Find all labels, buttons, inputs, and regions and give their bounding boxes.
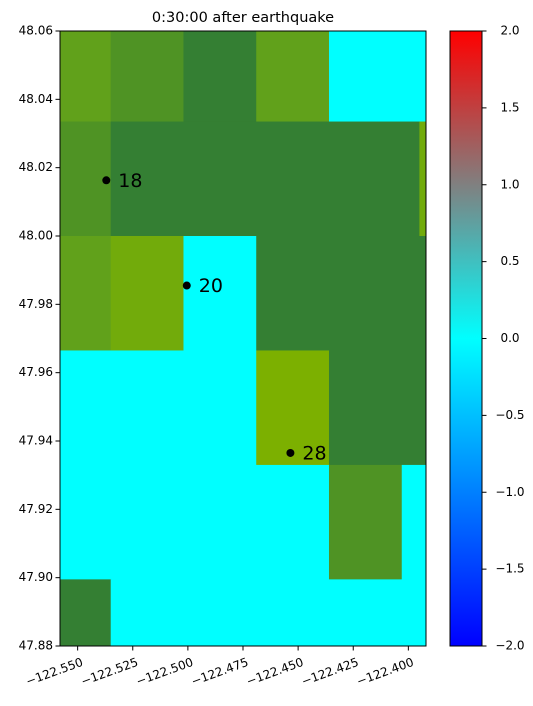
station-marker — [182, 281, 191, 290]
x-tick-label: −122.400 — [355, 655, 416, 689]
x-tick-label: −122.450 — [244, 655, 305, 689]
heatmap-cells — [60, 31, 426, 646]
y-tick-label: 47.94 — [19, 434, 53, 448]
station-marker — [286, 448, 295, 457]
y-tick-label: 48.06 — [19, 24, 53, 38]
x-tick-label: −122.500 — [134, 655, 195, 689]
colorbar-tick-label: −2.0 — [495, 639, 524, 653]
heatmap-cell — [328, 464, 403, 580]
heatmap-cell — [256, 350, 330, 466]
heatmap-cell — [256, 31, 330, 123]
y-tick-label: 47.92 — [19, 502, 53, 516]
colorbar-tick-label: −1.5 — [495, 562, 524, 576]
x-axis: −122.550−122.525−122.500−122.475−122.450… — [24, 646, 416, 689]
y-axis: 47.88 47.90 47.92 47.94 47.96 47.98 48.00 48.02… — [19, 24, 60, 653]
x-tick-label: −122.525 — [79, 655, 140, 689]
y-tick-label: 47.98 — [19, 297, 53, 311]
heatmap-cell — [110, 121, 420, 237]
y-tick-label: 47.90 — [19, 570, 53, 584]
y-tick-label: 47.96 — [19, 365, 53, 379]
heatmap-cell — [110, 236, 185, 352]
heatmap-cell — [183, 31, 257, 123]
station-label: 28 — [302, 442, 326, 464]
heatmap-cell — [60, 236, 112, 352]
colorbar-tick-label: 1.0 — [500, 177, 519, 191]
y-tick-label: 48.02 — [19, 160, 53, 174]
station-marker — [102, 176, 111, 185]
heatmap-cell — [60, 31, 112, 123]
colorbar-tick-label: −1.0 — [495, 485, 524, 499]
heatmap-cell — [110, 31, 185, 123]
y-tick-label: 48.04 — [19, 92, 53, 106]
heatmap-cell — [60, 579, 112, 646]
colorbar-tick-label: 0.0 — [500, 331, 519, 345]
chart-title: 0:30:00 after earthquake — [152, 10, 334, 26]
colorbar — [449, 30, 483, 647]
y-tick-label: 48.00 — [19, 229, 53, 243]
station-markers: 18 20 28 — [102, 170, 327, 464]
heatmap-cell — [256, 236, 426, 352]
heatmap-cell — [60, 464, 330, 580]
station-label: 20 — [199, 275, 223, 297]
heatmap-cell — [401, 464, 426, 580]
y-tick-label: 47.88 — [19, 639, 53, 653]
colorbar-tick-label: 0.5 — [500, 254, 519, 268]
heatmap-cell — [419, 121, 426, 237]
heatmap-cell — [110, 579, 426, 646]
colorbar-tick-label: −0.5 — [495, 408, 524, 422]
x-tick-label: −122.425 — [300, 655, 361, 689]
x-tick-label: −122.475 — [189, 655, 250, 689]
heatmap-cell — [328, 350, 426, 466]
heatmap-cell — [328, 31, 426, 123]
colorbar-tick-label: 1.5 — [500, 100, 519, 114]
colorbar-tick-label: 2.0 — [500, 24, 519, 38]
colorbar-axis: −2.0 −1.5 −1.0 −0.5 0.0 0.5 1.0 1.5 2.0 — [482, 24, 525, 653]
heatmap-cell — [183, 236, 257, 352]
x-tick-label: −122.550 — [24, 655, 85, 689]
heatmap-cell — [60, 350, 257, 466]
station-label: 18 — [118, 170, 142, 192]
